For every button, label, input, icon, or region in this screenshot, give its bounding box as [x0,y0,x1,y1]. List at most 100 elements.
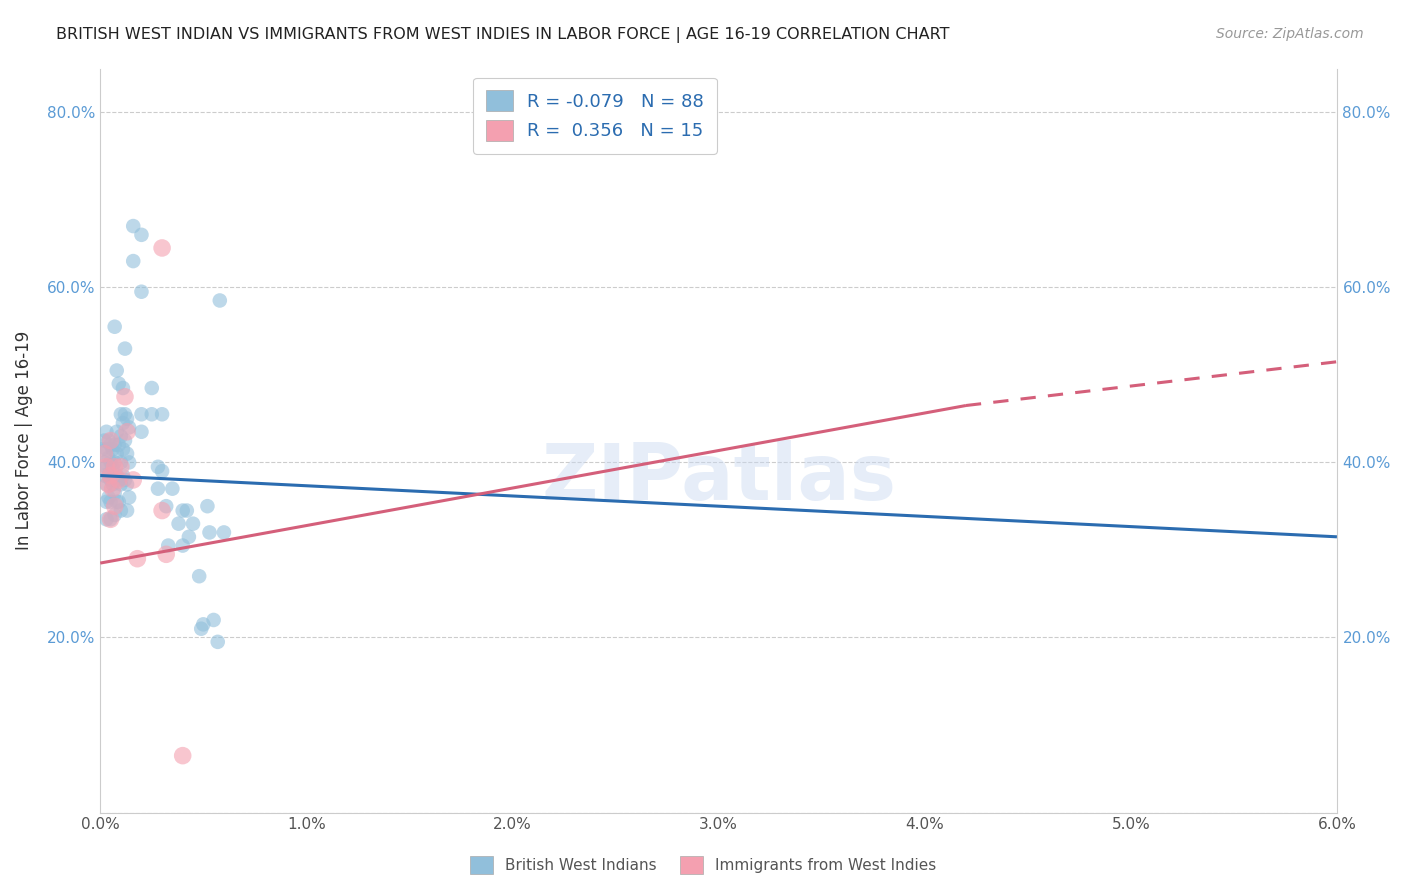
Point [104,499,127,513]
Point [157,539,180,553]
Point [96,495,118,509]
Point [208,293,231,308]
Point [114,407,136,421]
Point [105,447,128,461]
Point [96,442,118,457]
Text: BRITISH WEST INDIAN VS IMMIGRANTS FROM WEST INDIES IN LABOR FORCE | AGE 16-19 CO: BRITISH WEST INDIAN VS IMMIGRANTS FROM W… [56,27,949,43]
Point [93,447,115,461]
Point [110,455,132,469]
Point [146,482,169,496]
Point [141,407,163,421]
Point [177,530,200,544]
Point [111,468,134,483]
Point [105,363,128,377]
Point [100,468,122,483]
Legend: R = -0.079   N = 88, R =  0.356   N = 15: R = -0.079 N = 88, R = 0.356 N = 15 [474,78,717,153]
Point [114,390,136,404]
Point [105,468,128,483]
Point [100,512,122,526]
Point [172,503,194,517]
Point [162,482,184,496]
Text: Source: ZipAtlas.com: Source: ZipAtlas.com [1216,27,1364,41]
Point [198,525,221,540]
Point [100,455,122,469]
Point [110,459,132,474]
Point [115,411,138,425]
Point [114,342,136,356]
Point [122,219,145,233]
Point [176,503,198,517]
Point [101,442,124,457]
Point [197,499,219,513]
Point [150,407,173,421]
Point [114,434,136,448]
Point [190,622,212,636]
Point [115,425,138,439]
Point [97,468,120,483]
Point [110,429,132,443]
Point [91,442,114,457]
Point [100,495,122,509]
Point [115,477,138,491]
Point [105,495,128,509]
Point [104,486,127,500]
Point [96,477,118,491]
Point [127,551,149,566]
Point [172,539,194,553]
Point [100,473,122,487]
Point [104,319,127,334]
Point [100,434,122,448]
Point [150,241,173,255]
Point [96,425,118,439]
Point [96,459,118,474]
Point [101,482,124,496]
Point [146,459,169,474]
Point [141,381,163,395]
Point [122,473,145,487]
Point [110,503,132,517]
Point [122,254,145,268]
Point [114,473,136,487]
Point [115,503,138,517]
Point [150,464,173,478]
Point [131,227,153,242]
Point [150,503,173,517]
Point [97,450,120,465]
Point [207,635,229,649]
Point [101,477,124,491]
Point [100,438,122,452]
Point [155,499,177,513]
Point [110,477,132,491]
Point [107,473,129,487]
Point [111,416,134,430]
Point [97,434,120,448]
Point [107,495,129,509]
Point [118,455,141,469]
Point [131,425,153,439]
Point [93,455,115,469]
Point [107,438,129,452]
Point [96,512,118,526]
Point [104,508,127,522]
Point [193,617,215,632]
Point [110,407,132,421]
Point [93,468,115,483]
Point [97,477,120,491]
Point [104,459,127,474]
Point [167,516,190,531]
Point [181,516,204,531]
Point [111,442,134,457]
Point [118,491,141,505]
Point [97,491,120,505]
Point [105,425,128,439]
Point [96,459,118,474]
Point [107,473,129,487]
Text: ZIPatlas: ZIPatlas [541,440,896,516]
Point [188,569,211,583]
Point [93,434,115,448]
Point [118,420,141,434]
Y-axis label: In Labor Force | Age 16-19: In Labor Force | Age 16-19 [15,331,32,550]
Point [107,376,129,391]
Point [172,748,194,763]
Point [202,613,225,627]
